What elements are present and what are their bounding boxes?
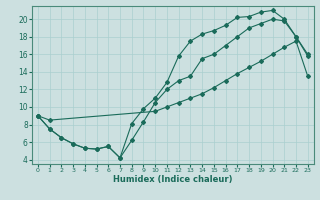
X-axis label: Humidex (Indice chaleur): Humidex (Indice chaleur) (113, 175, 233, 184)
